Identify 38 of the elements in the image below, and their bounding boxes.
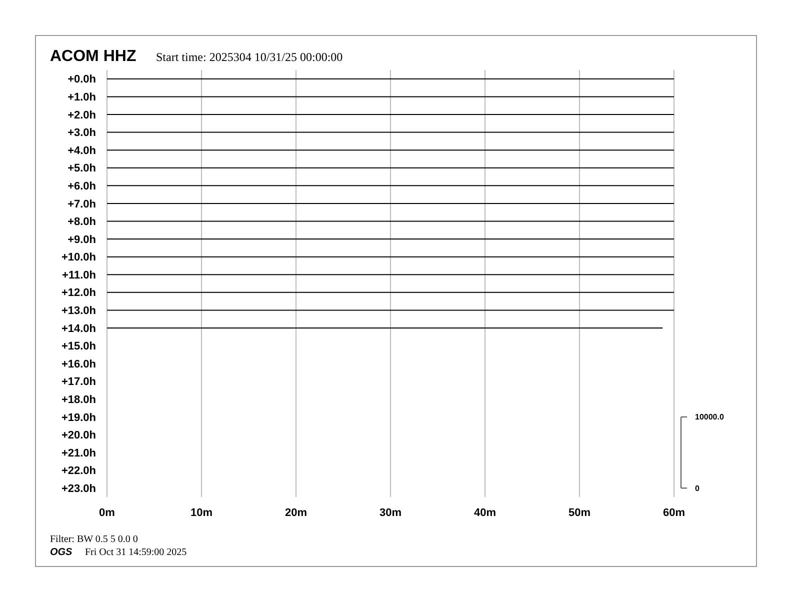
y-tick-label: +11.0h bbox=[62, 269, 96, 282]
y-tick-label: +16.0h bbox=[61, 358, 96, 370]
y-tick-label: +18.0h bbox=[61, 394, 96, 406]
x-tick-label: 40m bbox=[474, 507, 496, 519]
y-tick-label: +12.0h bbox=[61, 287, 96, 300]
y-tick-label: +22.0h bbox=[61, 465, 96, 478]
text: Fri Oct 31 14:59:00 2025 bbox=[85, 547, 187, 558]
y-tick-label: +21.0h bbox=[61, 447, 96, 460]
y-tick-label: +1.0h bbox=[68, 92, 96, 104]
y-tick-label: +6.0h bbox=[68, 180, 96, 192]
chart-subtitle: Start time: 2025304 10/31/25 00:00:00 bbox=[156, 50, 343, 64]
y-tick-label: +14.0h bbox=[61, 322, 96, 335]
x-tick-label: 0m bbox=[99, 507, 116, 519]
y-tick-label: +5.0h bbox=[68, 162, 96, 175]
chart-title: ACOM HHZ bbox=[50, 48, 136, 65]
y2-tick-label: 0 bbox=[695, 484, 700, 493]
text: OGS bbox=[50, 547, 73, 558]
y-tick-label: +8.0h bbox=[68, 216, 96, 228]
x-tick-label: 50m bbox=[568, 507, 591, 519]
y-tick-label: +17.0h bbox=[61, 376, 96, 388]
y-tick-label: +15.0h bbox=[61, 340, 96, 353]
y-tick-label: +10.0h bbox=[61, 252, 96, 264]
y-tick-label: +20.0h bbox=[61, 430, 96, 442]
x-tick-label: 10m bbox=[190, 507, 213, 519]
y-tick-label: +19.0h bbox=[61, 412, 96, 424]
x-tick-label: 20m bbox=[284, 507, 308, 519]
y-tick-label: +4.0h bbox=[68, 144, 96, 157]
y-tick-label: +2.0h bbox=[68, 109, 96, 122]
y-tick-label: +7.0h bbox=[68, 198, 96, 210]
y-tick-label: +23.0h bbox=[61, 482, 96, 495]
y2-tick-label: 10000.0 bbox=[695, 412, 724, 422]
y-tick-label: +9.0h bbox=[68, 234, 96, 246]
x-tick-label: 60m bbox=[662, 507, 686, 519]
text: Filter: BW 0.5 5 0.0 0 bbox=[50, 534, 138, 545]
y-tick-label: +0.0h bbox=[68, 74, 96, 86]
y-tick-label: +13.0h bbox=[61, 305, 96, 318]
x-tick-label: 30m bbox=[379, 507, 402, 519]
y-tick-label: +3.0h bbox=[68, 127, 96, 140]
